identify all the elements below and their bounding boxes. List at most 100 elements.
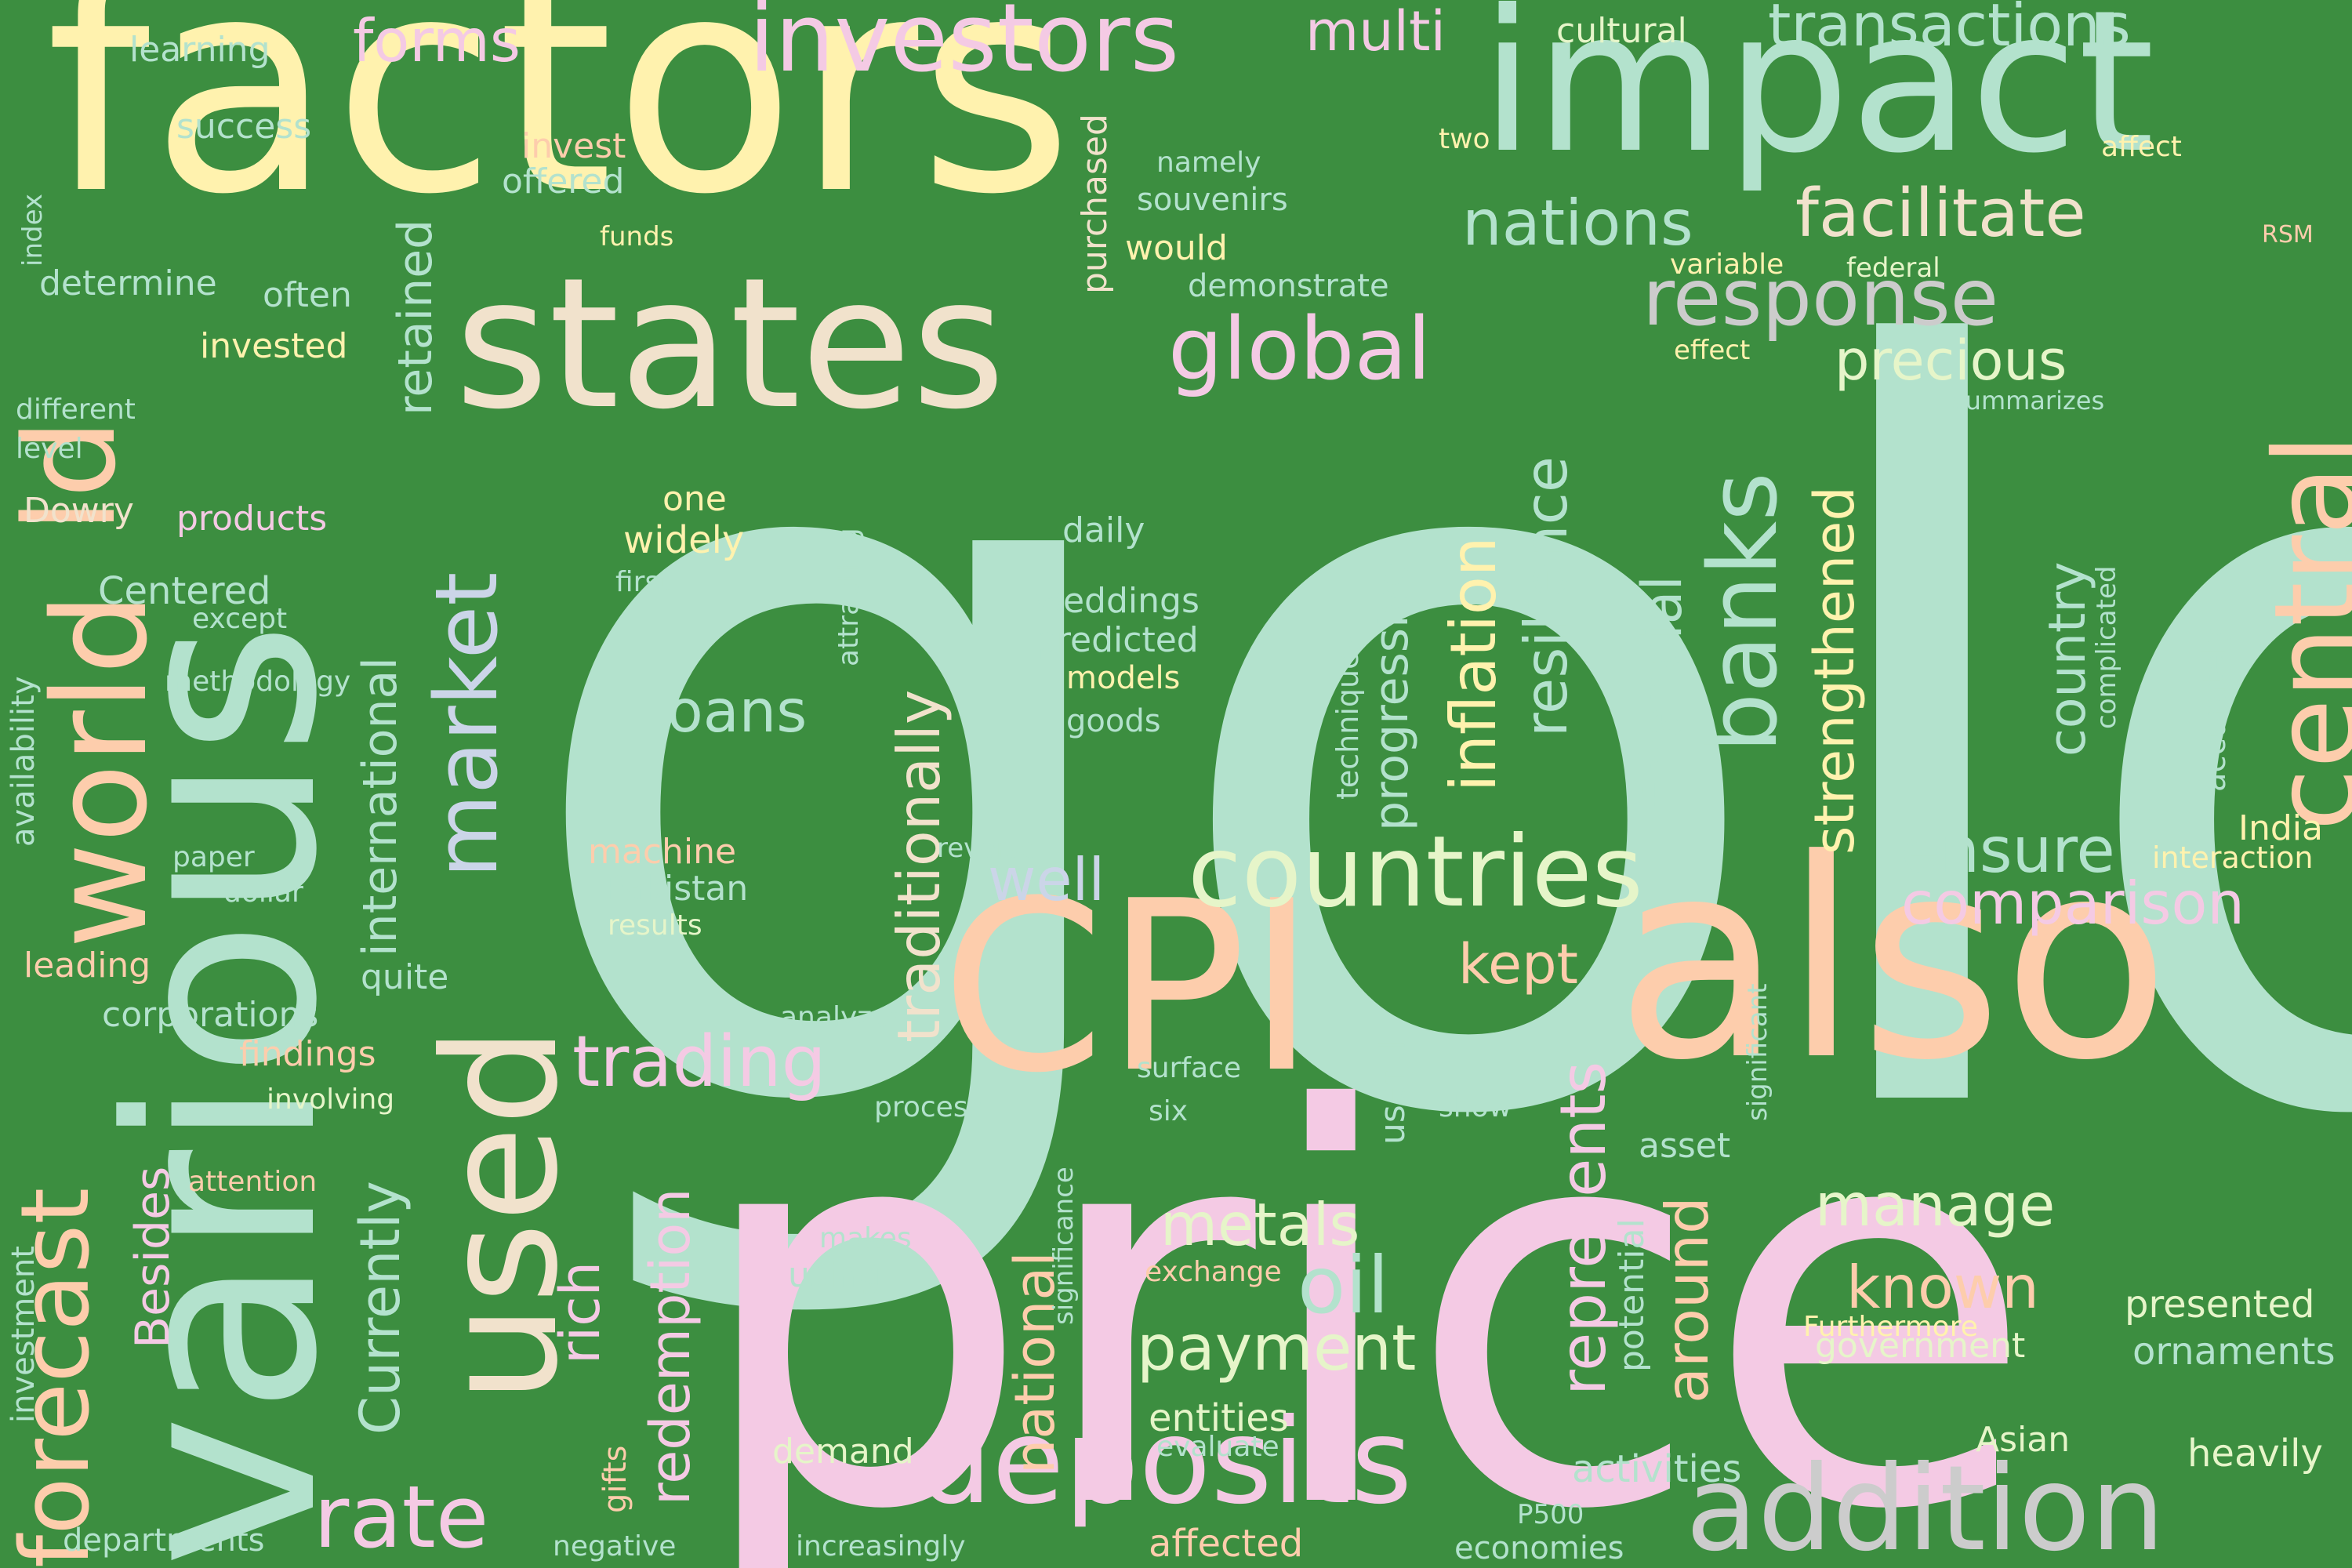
word-facilitate: facilitate	[1795, 175, 2086, 252]
word-investment: investment	[5, 1246, 42, 1423]
word-metals: metals	[1160, 1190, 1360, 1259]
word-around: around	[1653, 1196, 1722, 1403]
word-asian: Asian	[1976, 1420, 2071, 1460]
word-furthermore: Furthermore	[1803, 1311, 1978, 1343]
word-comparison: comparison	[1901, 869, 2245, 938]
word-affect: affect	[2101, 131, 2182, 163]
word-level: level	[16, 433, 83, 465]
word-evaluate: evaluate	[1156, 1431, 1279, 1463]
word-economies: economies	[1454, 1530, 1624, 1566]
word-centered: Centered	[98, 569, 271, 613]
word-corporations: corporations	[102, 995, 319, 1035]
word-quite: quite	[361, 957, 449, 997]
word-oil: oil	[1298, 1240, 1389, 1331]
word-dowry: Dowry	[24, 491, 134, 531]
word-affected: affected	[1149, 1522, 1304, 1566]
word-process: process	[874, 1091, 983, 1123]
word-retained: retained	[388, 219, 443, 416]
word-index: index	[17, 193, 49, 267]
word-purchased: purchased	[1075, 114, 1115, 294]
word-gifts: gifts	[597, 1445, 633, 1513]
word-cultural: cultural	[1556, 11, 1687, 51]
word-federal: federal	[1846, 252, 1940, 284]
word-international: international	[353, 657, 408, 956]
word-increasingly: increasingly	[796, 1530, 966, 1563]
word-factors: factors	[45, 0, 1074, 260]
word-forms: forms	[353, 6, 521, 75]
word-show: show	[1439, 1091, 1512, 1123]
word-invest: invest	[521, 126, 626, 166]
word-souvenirs: souvenirs	[1137, 182, 1288, 218]
word-rich: rich	[548, 1261, 612, 1364]
word-manage: manage	[1815, 1171, 2056, 1240]
word-widely: widely	[623, 518, 745, 562]
word-asset: asset	[1639, 1126, 1731, 1166]
word-funds: funds	[600, 221, 674, 252]
word-financial: financial	[1630, 575, 1694, 808]
word-machine: machine	[588, 832, 737, 872]
word-models: models	[1066, 660, 1181, 696]
word-resilience: resilience	[1512, 456, 1581, 737]
word-learning: learning	[129, 30, 270, 70]
word-invested: invested	[200, 326, 348, 366]
word-inflation: inflation	[1437, 536, 1510, 792]
word-states: states	[455, 240, 1006, 449]
word-useful: useful	[1373, 1040, 1413, 1145]
word-involving: involving	[267, 1083, 395, 1116]
word-presented: presented	[2125, 1283, 2315, 1327]
word-government: government	[1815, 1326, 2026, 1366]
word-gold: gold	[510, 151, 2352, 1338]
word-countries: countries	[1188, 815, 1643, 929]
word-well: well	[988, 845, 1105, 914]
word-significant: significant	[1742, 983, 1773, 1121]
word-potential: potential	[1612, 1218, 1652, 1372]
word-activities: activities	[1572, 1447, 1742, 1491]
word-makes: makes	[819, 1222, 912, 1254]
word-complicated: complicated	[2091, 565, 2122, 729]
word-reverse: reverse	[937, 833, 1037, 864]
word-besides: Besides	[125, 1166, 180, 1348]
word-precious: precious	[1835, 328, 2067, 393]
word-attention: attention	[188, 1166, 318, 1198]
word-rate: rate	[314, 1467, 489, 1567]
word-country: country	[2038, 561, 2097, 757]
word-variable: variable	[1670, 249, 1784, 281]
word-redemption: redemption	[638, 1188, 702, 1505]
word-different: different	[16, 394, 136, 426]
word-banks: banks	[1690, 472, 1798, 753]
word-effect: effect	[1674, 335, 1751, 366]
word-loans: loans	[651, 677, 808, 746]
word-deposits: deposits	[917, 1394, 1413, 1530]
word-strengthened: strengthened	[1802, 486, 1867, 855]
word-also: also	[1615, 800, 2171, 1120]
word-world: world	[25, 592, 176, 949]
word-products: products	[176, 499, 328, 539]
word-namely: namely	[1156, 147, 1261, 179]
word-weddings: weddings	[1035, 581, 1200, 621]
word-techniques: techniques	[1330, 635, 1365, 800]
word-demonstrate: demonstrate	[1188, 268, 1389, 304]
word-heavily: heavily	[2187, 1432, 2323, 1475]
word-availability: availability	[5, 676, 42, 847]
word-paper: paper	[172, 841, 255, 873]
word-summarizes: summarizes	[1952, 386, 2105, 416]
word-daily: daily	[1062, 510, 1145, 550]
word-negative: negative	[553, 1530, 677, 1563]
word-transactions: transactions	[1768, 0, 2131, 60]
word-results: results	[608, 909, 702, 942]
word-market: market	[416, 572, 517, 878]
word-analyzes: analyzes	[780, 1001, 905, 1033]
word-ornaments: ornaments	[2132, 1330, 2336, 1374]
word-price: price	[690, 998, 2037, 1568]
word-pakistan: Pakistan	[604, 869, 749, 909]
word-surface: surface	[1137, 1052, 1242, 1084]
word-leading: leading	[24, 946, 151, 985]
word-goods: goods	[1066, 703, 1161, 739]
word-progressive: progressive	[1364, 557, 1419, 831]
word-dollar: dollar	[223, 877, 303, 909]
word-response: response	[1642, 252, 1999, 343]
word-attracting: attracting	[833, 528, 865, 666]
word-represents: represents	[1547, 1061, 1620, 1396]
word-findings: findings	[239, 1034, 376, 1074]
